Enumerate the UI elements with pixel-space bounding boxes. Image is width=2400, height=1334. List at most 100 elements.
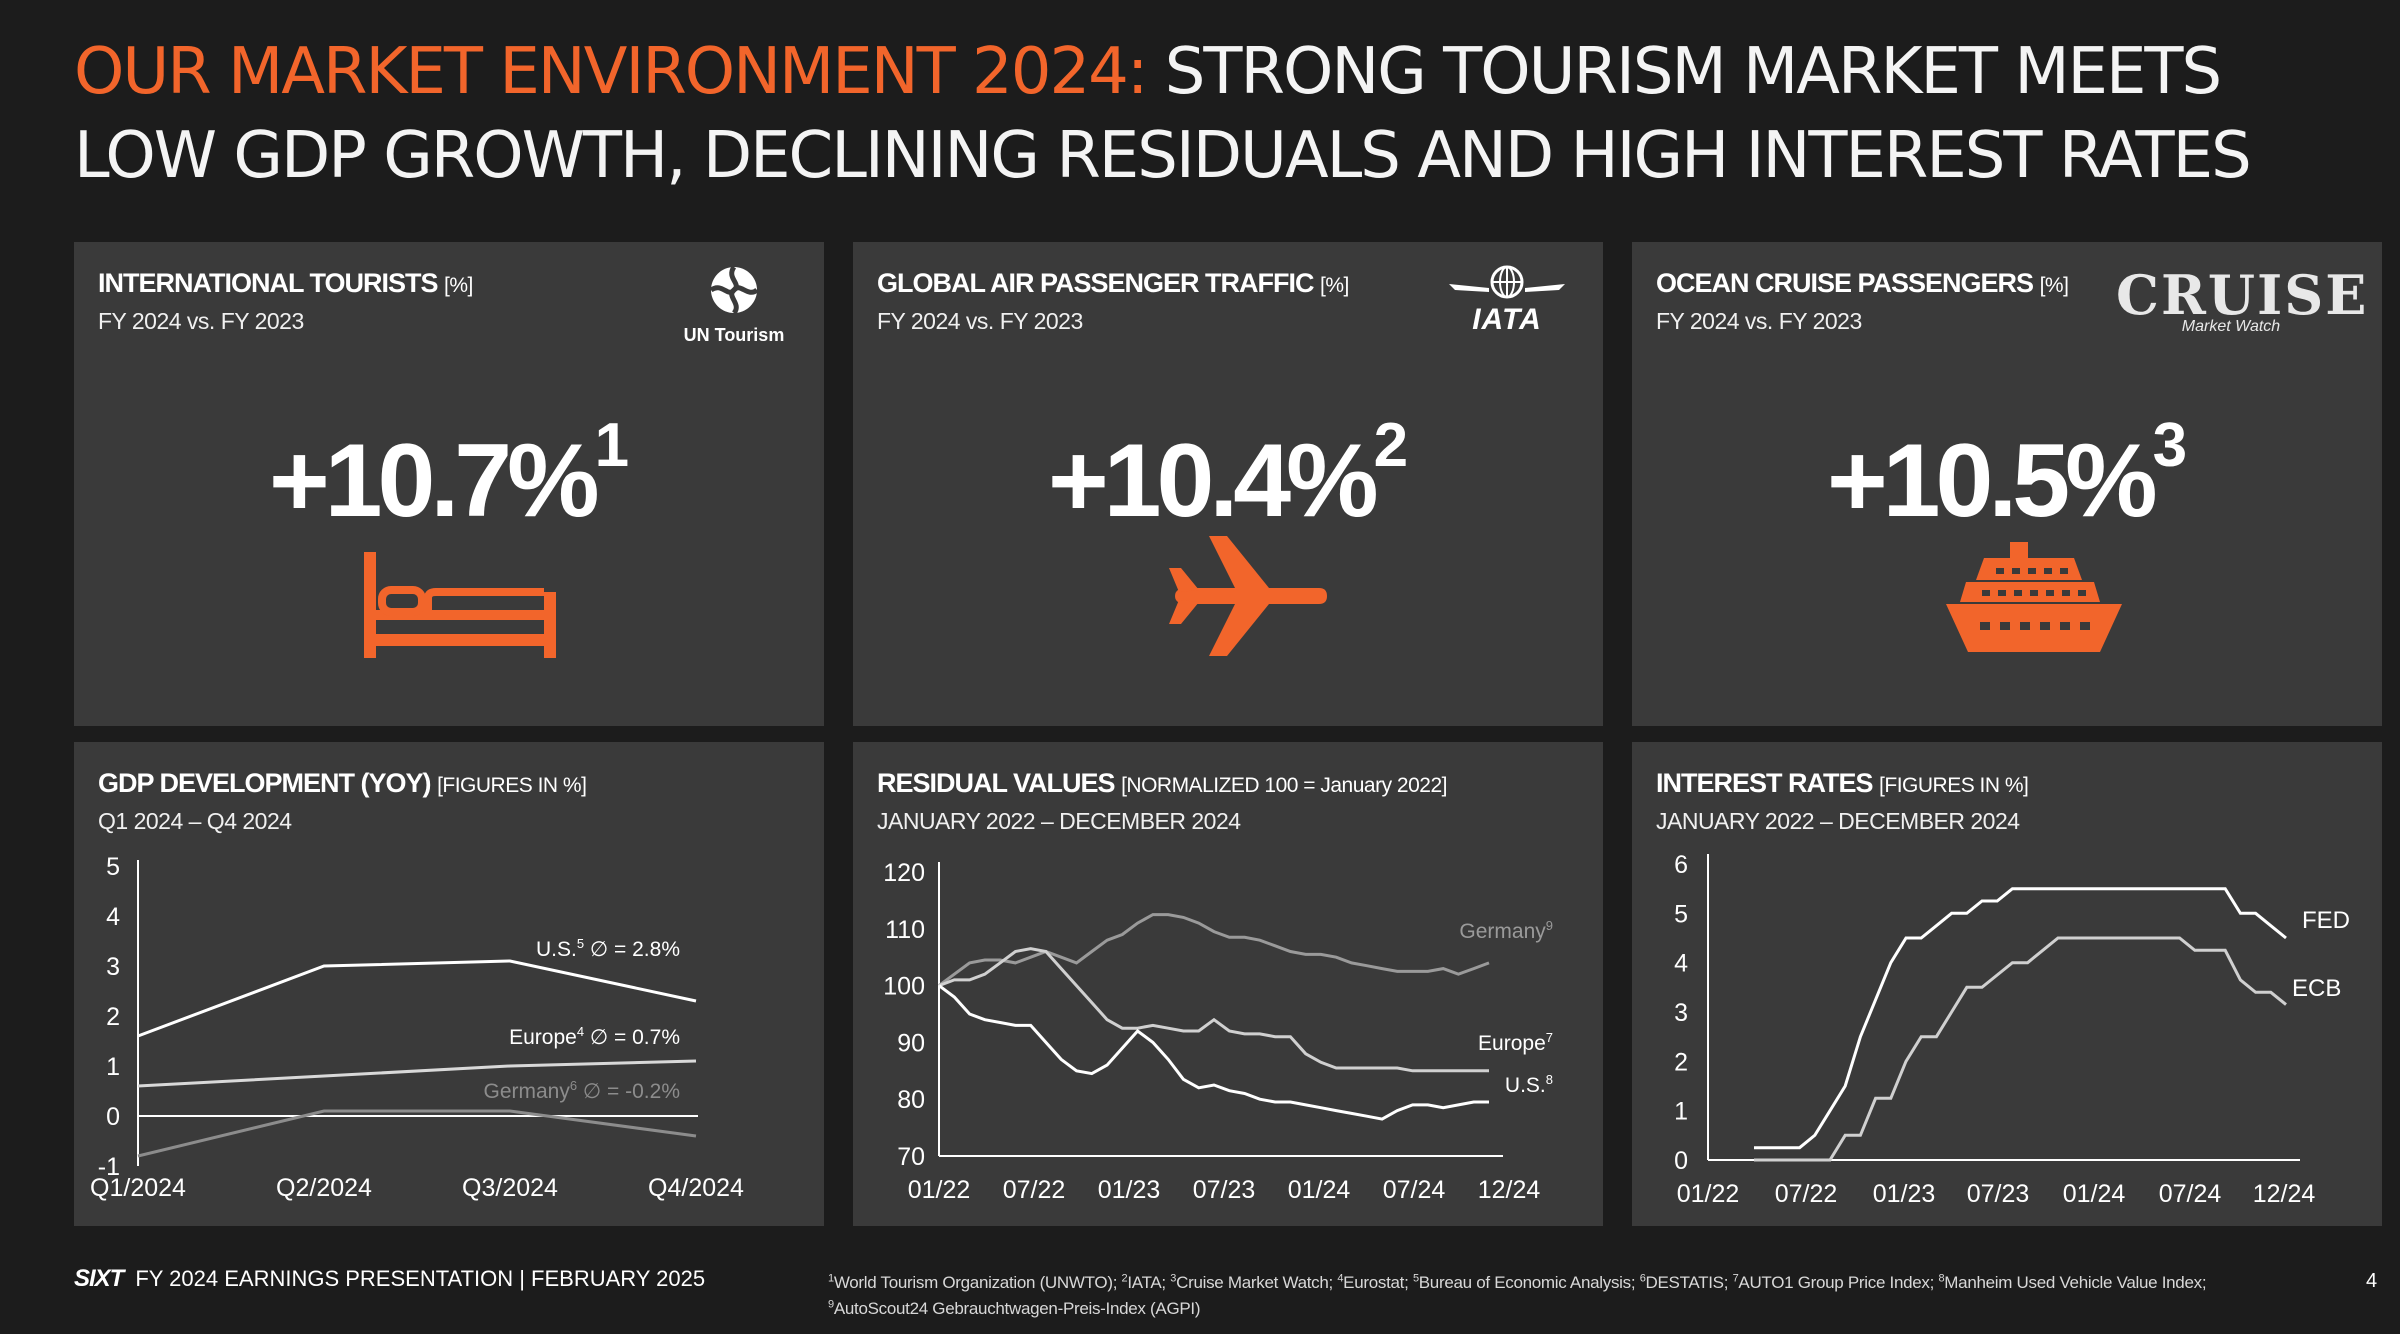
x-tick-label: 12/24 (2253, 1180, 2316, 1208)
y-tick-label: 5 (1674, 900, 1688, 928)
bed-icon (364, 552, 556, 658)
footnote-source: 6DESTATIS; (1639, 1272, 1733, 1292)
x-tick-label: 07/23 (1193, 1176, 1256, 1204)
series-label: Germany9 (1459, 918, 1553, 943)
y-tick-label: 80 (897, 1086, 925, 1114)
y-tick-label: 2 (1674, 1048, 1688, 1076)
gdp-line-chart: 5 4 3 2 1 0 -1Q1/2024 Q2/2024 Q3/2024 Q4/2024 U.S.… (90, 853, 744, 1202)
panel-subtitle: FY 2024 vs. FY 2023 (877, 308, 1083, 334)
title-line1: STRONG TOURISM MARKET MEETS (1146, 35, 2222, 109)
panel-title: GLOBAL AIR PASSENGER TRAFFIC [%] (877, 268, 1349, 298)
iata-logo: IATA (1447, 264, 1567, 337)
series-line (938, 947, 1489, 1073)
interest-rates-line-chart: 6 5 4 3 2 1 0 01/22 07/22 01/23 07/23 01/24 07/24 12/… (1674, 851, 2350, 1208)
y-tick-label: 3 (1674, 999, 1688, 1027)
cruise-ship-icon (1946, 542, 2122, 652)
y-tick-label: 1 (1674, 1098, 1688, 1126)
x-tick-label: 01/23 (1098, 1176, 1161, 1204)
cruise-market-watch-logo: CRUISE Market Watch (2116, 263, 2369, 336)
kpi-value: +10.4%2 (1047, 411, 1409, 539)
x-tick-label: 01/24 (1288, 1176, 1351, 1204)
kpi-value: +10.5%3 (1826, 411, 2188, 539)
series-label: U.S.5 ∅ = 2.8% (536, 936, 680, 961)
y-tick-label: 100 (883, 973, 925, 1001)
kpi-panel-tourists: INTERNATIONAL TOURISTS [%] FY 2024 vs. F… (74, 242, 824, 726)
y-tick-label: 0 (1674, 1147, 1688, 1175)
y-tick-label: 4 (106, 903, 120, 931)
series-label: Europe7 (1478, 1030, 1553, 1055)
series-line (137, 1059, 697, 1088)
panel-title: RESIDUAL VALUES [NORMALIZED 100 = Januar… (877, 768, 1447, 798)
title-accent: OUR MARKET ENVIRONMENT 2024: (74, 35, 1148, 109)
footnote-source: 8Manheim Used Vehicle Value Index; (1938, 1272, 2207, 1292)
residual-values-line-chart: 120 110 100 90 80 70 01/22 07/22 01/23 07/23 01/24… (883, 859, 1553, 1204)
y-tick-label: 70 (897, 1143, 925, 1171)
panel-subtitle: JANUARY 2022 – DECEMBER 2024 (1656, 808, 2020, 834)
y-tick-label: 3 (106, 953, 120, 981)
x-tick-label: Q4/2024 (648, 1174, 744, 1202)
un-tourism-label: UN Tourism (683, 325, 785, 345)
series-line (938, 913, 1490, 987)
footnote-source: 9AutoScout24 Gebrauchtwagen-Preis-Index … (828, 1298, 1201, 1319)
x-tick-label: 07/24 (2159, 1180, 2222, 1208)
y-tick-label: 2 (106, 1003, 120, 1031)
panel-subtitle: FY 2024 vs. FY 2023 (1656, 308, 1862, 334)
panel-title: INTERNATIONAL TOURISTS [%] (98, 268, 473, 298)
footnote-sources: 1World Tourism Organization (UNWTO); 2IA… (828, 1267, 2308, 1320)
un-tourism-logo: UN Tourism (674, 264, 794, 346)
panel-title: OCEAN CRUISE PASSENGERS [%] (1656, 268, 2069, 298)
x-tick-label: 01/22 (1677, 1180, 1740, 1208)
x-tick-label: 07/22 (1003, 1176, 1066, 1204)
footer-brand: SIXT FY 2024 EARNINGS PRESENTATION | FEB… (74, 1265, 705, 1293)
y-tick-label: -1 (98, 1153, 120, 1181)
kpi-panel-cruise: OCEAN CRUISE PASSENGERS [%] FY 2024 vs. … (1632, 242, 2382, 726)
x-tick-label: Q3/2024 (462, 1174, 558, 1202)
series-label: U.S.8 (1505, 1072, 1553, 1097)
series-line (137, 1109, 697, 1158)
series-line (1754, 936, 2287, 1162)
panel-subtitle: Q1 2024 – Q4 2024 (98, 808, 292, 834)
x-tick-label: 07/24 (1383, 1176, 1446, 1204)
page-number: 4 (2366, 1270, 2378, 1292)
cruise-logo-sub: Market Watch (2181, 318, 2281, 335)
kpi-value: +10.7%1 (268, 411, 630, 539)
footnote-source: 7AUTO1 Group Price Index; (1732, 1272, 1939, 1292)
series-line (938, 984, 1489, 1121)
x-tick-label: 12/24 (1478, 1176, 1541, 1204)
y-tick-label: 6 (1674, 851, 1688, 879)
series-line (1754, 887, 2287, 1150)
panel-title: INTEREST RATES [FIGURES IN %] (1656, 768, 2029, 798)
globe-icon (709, 265, 759, 315)
panel-subtitle: JANUARY 2022 – DECEMBER 2024 (877, 808, 1241, 834)
series-line (137, 959, 697, 1038)
panel-subtitle: FY 2024 vs. FY 2023 (98, 308, 304, 334)
footer-label: FY 2024 EARNINGS PRESENTATION | FEBRUARY… (135, 1266, 706, 1291)
x-tick-label: 07/23 (1967, 1180, 2030, 1208)
panel-title: GDP DEVELOPMENT (YOY) [FIGURES IN %] (98, 768, 587, 798)
y-tick-label: 120 (883, 859, 925, 887)
series-label: ECB (2292, 975, 2341, 1002)
y-tick-label: 5 (106, 853, 120, 881)
y-tick-label: 1 (106, 1053, 120, 1081)
y-tick-label: 4 (1674, 950, 1688, 978)
footnote-source: 1World Tourism Organization (UNWTO); (828, 1272, 1122, 1292)
footnote-source: 2IATA; (1121, 1272, 1171, 1292)
chart-panel-gdp: GDP DEVELOPMENT (YOY) [FIGURES IN %] Q1 … (74, 742, 824, 1226)
y-tick-label: 90 (897, 1029, 925, 1057)
chart-panel-interest: INTEREST RATES [FIGURES IN %] JANUARY 20… (1632, 742, 2382, 1226)
chart-panel-residual: RESIDUAL VALUES [NORMALIZED 100 = Januar… (853, 742, 1603, 1226)
x-tick-label: 01/23 (1873, 1180, 1936, 1208)
footnote-source: 3Cruise Market Watch; (1170, 1272, 1338, 1292)
x-tick-label: Q2/2024 (276, 1174, 372, 1202)
footnote-source: 5Bureau of Economic Analysis; (1412, 1272, 1640, 1292)
sixt-logo: SIXT (74, 1265, 124, 1292)
x-tick-label: 01/22 (908, 1176, 971, 1204)
iata-globe-icon (1449, 265, 1565, 299)
y-tick-label: 0 (106, 1103, 120, 1131)
y-tick-label: 110 (885, 916, 925, 944)
cruise-logo-text: CRUISE (2116, 263, 2369, 327)
kpi-panel-air-traffic: GLOBAL AIR PASSENGER TRAFFIC [%] FY 2024… (853, 242, 1603, 726)
series-label: FED (2302, 907, 2350, 934)
series-label: Germany6 ∅ = -0.2% (483, 1078, 680, 1103)
page-title: OUR MARKET ENVIRONMENT 2024: STRONG TOUR… (74, 30, 2354, 198)
